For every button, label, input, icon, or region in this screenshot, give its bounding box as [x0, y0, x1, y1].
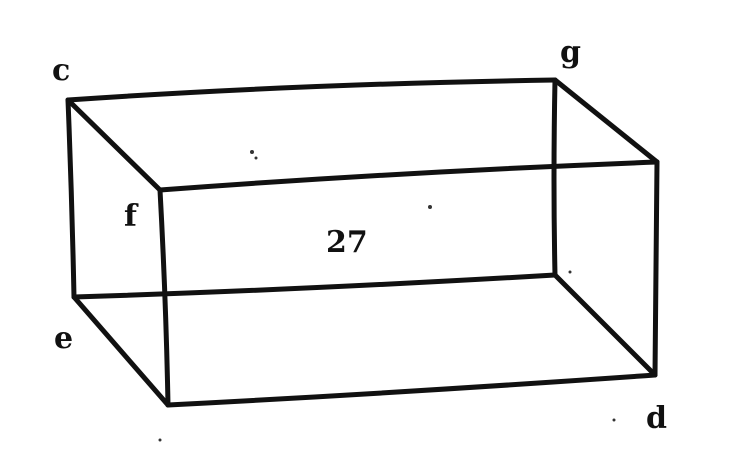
connect-top-left-edge	[65, 97, 163, 193]
speck	[158, 438, 162, 442]
connect-bottom-left-edge	[71, 294, 171, 408]
speck	[568, 270, 572, 274]
front-right-edge	[652, 159, 660, 378]
back-right-edge	[551, 77, 558, 278]
vertex-label-front-top-left: f	[124, 199, 139, 234]
connect-bottom-right-edge	[552, 272, 658, 378]
speck	[254, 156, 258, 160]
face-label: 27	[326, 225, 368, 260]
connect-top-right-edge	[552, 77, 660, 165]
vertex-label-top-left: c	[52, 53, 70, 88]
front-left-edge	[157, 187, 171, 408]
back-bottom-edge	[71, 272, 558, 300]
vertex-label-bottom-left: e	[54, 321, 73, 356]
speck	[250, 150, 254, 154]
front-top-edge	[157, 159, 660, 193]
vertex-label-top-right: g	[560, 35, 581, 70]
speck	[612, 418, 616, 422]
vertex-label-bottom-right: d	[646, 401, 667, 436]
back-left-edge	[65, 97, 77, 300]
speck	[428, 205, 432, 209]
front-bottom-edge	[165, 372, 658, 408]
back-top-edge	[65, 77, 558, 103]
